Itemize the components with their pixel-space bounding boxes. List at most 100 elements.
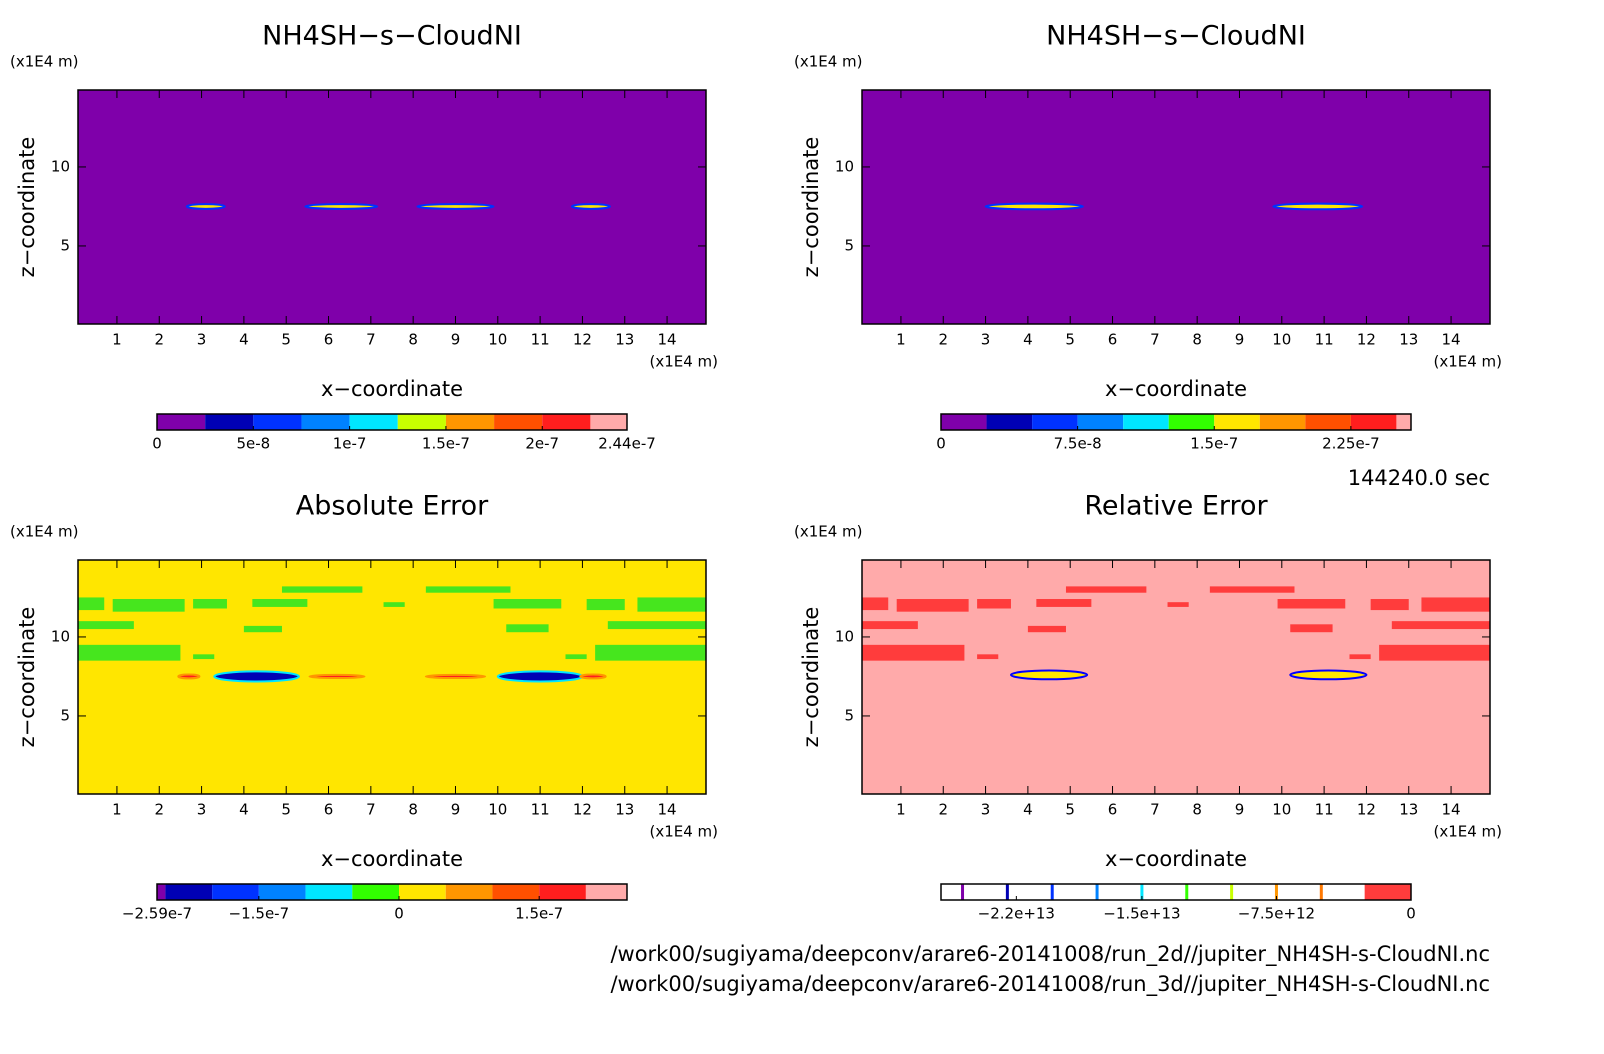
contour-region <box>383 602 405 607</box>
contour-feature <box>570 203 611 210</box>
contour-region <box>1391 621 1490 630</box>
x-tick-label: 6 <box>324 331 334 349</box>
y-tick-label: 5 <box>60 706 70 724</box>
x-tick-label: 8 <box>408 801 418 819</box>
contour-region <box>506 624 549 633</box>
plot-background <box>862 90 1490 324</box>
colorbar-band <box>305 884 353 900</box>
colorbar-band <box>494 414 543 430</box>
y-tick-label: 10 <box>51 157 70 175</box>
contour-feature <box>984 202 1084 211</box>
contour-feature <box>213 670 300 683</box>
contour-region <box>281 586 363 593</box>
colorbar-band <box>1052 884 1098 900</box>
colorbar-band <box>585 884 627 900</box>
plot-background <box>78 560 706 794</box>
contour-region <box>193 599 227 609</box>
colorbar-band <box>1007 884 1053 900</box>
contour-region <box>1167 602 1189 607</box>
contour-region <box>1421 597 1490 612</box>
y-tick-label: 5 <box>844 706 854 724</box>
colorbar-band <box>157 884 166 900</box>
colorbar-tick-label: −7.5e+12 <box>1238 905 1315 923</box>
contour-region <box>193 654 215 660</box>
colorbar-band <box>1305 414 1351 430</box>
x-tick-label: 10 <box>488 801 507 819</box>
contour-region <box>896 599 969 612</box>
panel-title: NH4SH−s−CloudNI <box>262 21 522 52</box>
colorbar-band <box>212 884 259 900</box>
contour-region <box>637 597 706 612</box>
plot-frame <box>77 89 707 325</box>
contour-feature <box>185 203 226 210</box>
x-tick-label: 7 <box>1150 331 1160 349</box>
y-axis-label: z−coordinate <box>15 607 39 748</box>
x-tick-label: 4 <box>1023 801 1033 819</box>
x-tick-label: 6 <box>1108 801 1118 819</box>
colorbar-band <box>399 884 446 900</box>
contour-feature <box>424 673 487 680</box>
colorbar-tick-label: 0 <box>1406 905 1416 923</box>
contour-region <box>243 625 282 633</box>
contour-region <box>493 599 562 609</box>
x-tick-label: 7 <box>366 801 376 819</box>
x-axis-label: x−coordinate <box>321 377 463 401</box>
colorbar-band <box>165 884 213 900</box>
colorbar-band <box>590 414 627 430</box>
x-tick-label: 4 <box>1023 331 1033 349</box>
contour-region <box>862 597 889 611</box>
colorbar-tick-label: 1.5e-7 <box>1190 435 1238 453</box>
x-tick-label: 11 <box>1315 801 1334 819</box>
x-tick-label: 11 <box>1315 331 1334 349</box>
plot-background <box>78 90 706 324</box>
colorbar-tick-label: −1.5e+13 <box>1103 905 1180 923</box>
contour-feature <box>304 203 379 210</box>
x-unit: (x1E4 m) <box>649 353 718 371</box>
y-tick-label: 10 <box>835 627 854 645</box>
contour-region <box>425 586 511 593</box>
y-unit: (x1E4 m) <box>10 53 79 71</box>
colorbar-tick-label: −1.5e-7 <box>229 905 290 923</box>
colorbar-band <box>1097 884 1142 900</box>
contour-region <box>252 599 308 607</box>
colorbar-tick-label: 0 <box>394 905 404 923</box>
colorbar-tick-label: 5e-8 <box>236 435 270 453</box>
x-tick-label: 1 <box>112 801 122 819</box>
colorbar-tick-label: 0 <box>152 435 162 453</box>
colorbar-band <box>941 884 963 900</box>
panel-title: NH4SH−s−CloudNI <box>1046 21 1306 52</box>
contour-region <box>607 621 706 630</box>
x-tick-label: 12 <box>1357 331 1376 349</box>
colorbar-band <box>1214 414 1260 430</box>
x-tick-label: 14 <box>1442 331 1461 349</box>
colorbar-band <box>253 414 302 430</box>
colorbar-band <box>1321 884 1367 900</box>
colorbar-frame <box>156 413 628 431</box>
file-path: /work00/sugiyama/deepconv/arare6-2014100… <box>610 972 1490 997</box>
contour-region <box>977 654 999 660</box>
x-tick-label: 7 <box>366 331 376 349</box>
contour-region <box>1036 599 1092 607</box>
contour-region <box>1349 654 1371 660</box>
colorbar-band <box>1168 414 1215 430</box>
y-unit: (x1E4 m) <box>10 523 79 541</box>
x-tick-label: 2 <box>154 801 164 819</box>
colorbar-frame <box>940 413 1412 431</box>
x-tick-label: 6 <box>1108 331 1118 349</box>
y-axis-label: z−coordinate <box>799 607 823 748</box>
colorbar-tick-label: 1.5e-7 <box>422 435 470 453</box>
contour-region <box>112 599 185 612</box>
colorbar-band <box>1186 884 1232 900</box>
y-tick-label: 5 <box>60 236 70 254</box>
colorbar-band <box>1366 884 1411 900</box>
colorbar-band <box>205 414 254 430</box>
x-tick-label: 5 <box>1065 801 1075 819</box>
x-axis-label: x−coordinate <box>1105 847 1247 871</box>
x-axis-label: x−coordinate <box>321 847 463 871</box>
colorbar-band <box>986 414 1033 430</box>
contour-region <box>586 599 625 611</box>
x-tick-label: 8 <box>408 331 418 349</box>
x-tick-label: 8 <box>1192 331 1202 349</box>
contour-feature <box>1289 669 1368 681</box>
